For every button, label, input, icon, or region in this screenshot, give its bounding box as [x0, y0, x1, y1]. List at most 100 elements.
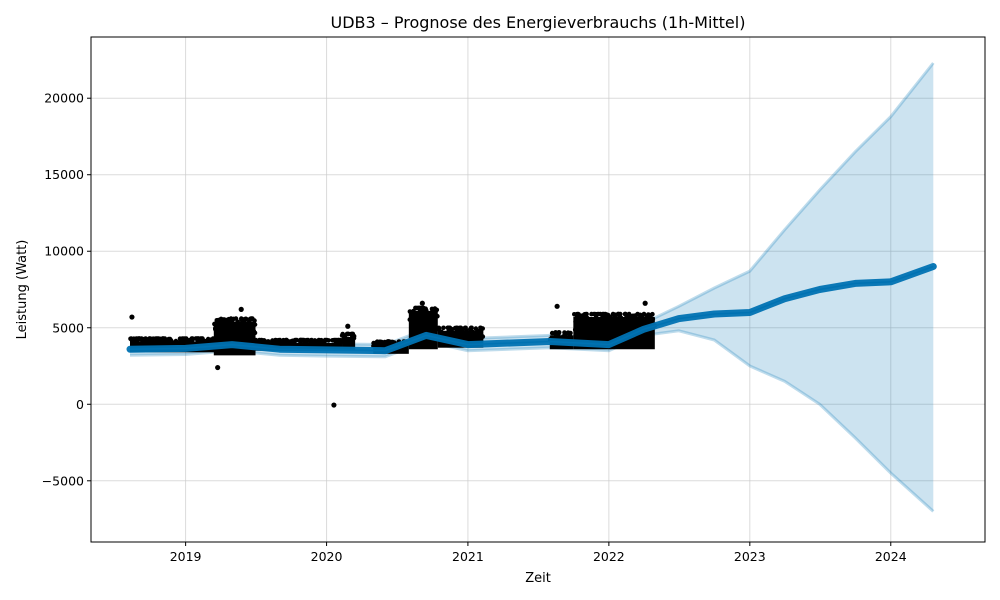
- observed-point: [594, 326, 600, 332]
- x-tick-label: 2020: [311, 549, 343, 564]
- observed-point: [456, 327, 461, 333]
- observed-point: [172, 340, 177, 346]
- observed-point: [474, 330, 480, 335]
- y-tick-label: 20000: [44, 91, 84, 106]
- observed-point: [131, 336, 137, 342]
- observed-point: [242, 329, 247, 334]
- observed-point: [144, 337, 149, 343]
- observed-outlier-point: [419, 300, 425, 306]
- observed-point: [635, 311, 640, 317]
- observed-outlier-point: [331, 402, 337, 408]
- forecast-centerline: [129, 265, 934, 352]
- observed-point: [639, 319, 644, 325]
- observed-outlier-point: [345, 323, 351, 329]
- observed-point: [212, 321, 217, 327]
- observed-point: [341, 339, 346, 344]
- observed-point: [374, 339, 380, 345]
- observed-point: [467, 336, 472, 342]
- x-axis-label: Zeit: [525, 571, 551, 586]
- observed-point: [286, 341, 292, 347]
- x-tick-label: 2023: [734, 549, 766, 564]
- observed-point: [180, 336, 185, 341]
- observed-point: [251, 328, 257, 334]
- observed-point: [616, 328, 622, 334]
- observed-point: [470, 329, 475, 335]
- observed-outlier-point: [642, 300, 648, 306]
- observed-point: [345, 338, 350, 344]
- observed-point: [424, 326, 430, 332]
- observed-point: [257, 337, 262, 343]
- chart-title: UDB3 – Prognose des Energieverbrauchs (1…: [331, 13, 746, 32]
- observed-point: [426, 316, 431, 322]
- observed-point: [247, 319, 252, 325]
- observed-point: [230, 324, 236, 330]
- observed-point: [593, 316, 599, 321]
- observed-point: [167, 336, 173, 342]
- observed-point: [188, 338, 194, 344]
- observed-point: [150, 339, 155, 345]
- observed-point: [252, 318, 257, 323]
- observed-point: [626, 318, 631, 324]
- observed-point: [222, 334, 227, 340]
- observed-point: [606, 320, 611, 326]
- observed-point: [346, 331, 351, 337]
- observed-point: [581, 317, 586, 323]
- observed-point: [650, 311, 655, 317]
- observed-point: [379, 339, 385, 345]
- observed-point: [248, 335, 253, 340]
- observed-point: [423, 307, 429, 312]
- observed-point: [576, 330, 581, 336]
- observed-point: [446, 325, 452, 331]
- observed-point: [630, 313, 636, 319]
- observed-point: [572, 327, 578, 333]
- observed-point: [253, 338, 259, 344]
- observed-point: [612, 321, 617, 327]
- observed-point: [239, 333, 245, 338]
- observed-outlier-point: [238, 306, 244, 312]
- observed-point: [462, 325, 468, 331]
- observed-point: [135, 340, 141, 346]
- observed-point: [407, 309, 413, 314]
- observed-point: [649, 317, 655, 323]
- observed-cluster: [212, 316, 258, 356]
- observed-point: [167, 341, 173, 347]
- observed-point: [412, 310, 417, 316]
- observed-point: [317, 338, 323, 343]
- observed-point: [592, 330, 597, 335]
- observed-point: [179, 340, 184, 345]
- observed-point: [435, 313, 440, 319]
- observed-point: [265, 339, 271, 344]
- observed-point: [159, 336, 164, 342]
- observed-point: [631, 319, 637, 325]
- observed-point: [200, 337, 205, 343]
- observed-outlier-point: [215, 364, 221, 371]
- observed-point: [441, 325, 446, 331]
- observed-point: [583, 313, 588, 318]
- y-tick-label: 5000: [52, 320, 84, 335]
- observed-point: [195, 336, 201, 341]
- x-tick-label: 2022: [593, 549, 625, 564]
- observed-point: [294, 337, 300, 343]
- observed-point: [431, 314, 437, 319]
- observed-point: [429, 309, 435, 315]
- observed-point: [478, 325, 484, 331]
- observed-point: [646, 312, 651, 317]
- observed-point: [281, 337, 286, 343]
- x-tick-label: 2024: [875, 549, 907, 564]
- observed-outlier-point: [554, 303, 560, 309]
- observed-point: [600, 311, 606, 317]
- forecast-interval-band: [130, 63, 934, 512]
- observed-point: [439, 329, 444, 335]
- observed-point: [434, 307, 440, 313]
- observed-point: [436, 325, 442, 331]
- plot-frame: [90, 36, 986, 543]
- observed-point: [616, 311, 621, 317]
- observed-point: [128, 336, 133, 342]
- observed-point: [324, 337, 330, 343]
- x-tick-label: 2019: [170, 549, 202, 564]
- observed-point: [598, 325, 604, 330]
- observed-point: [238, 323, 243, 329]
- observed-cluster: [407, 305, 440, 350]
- observed-point: [153, 336, 159, 342]
- observed-point: [225, 322, 230, 328]
